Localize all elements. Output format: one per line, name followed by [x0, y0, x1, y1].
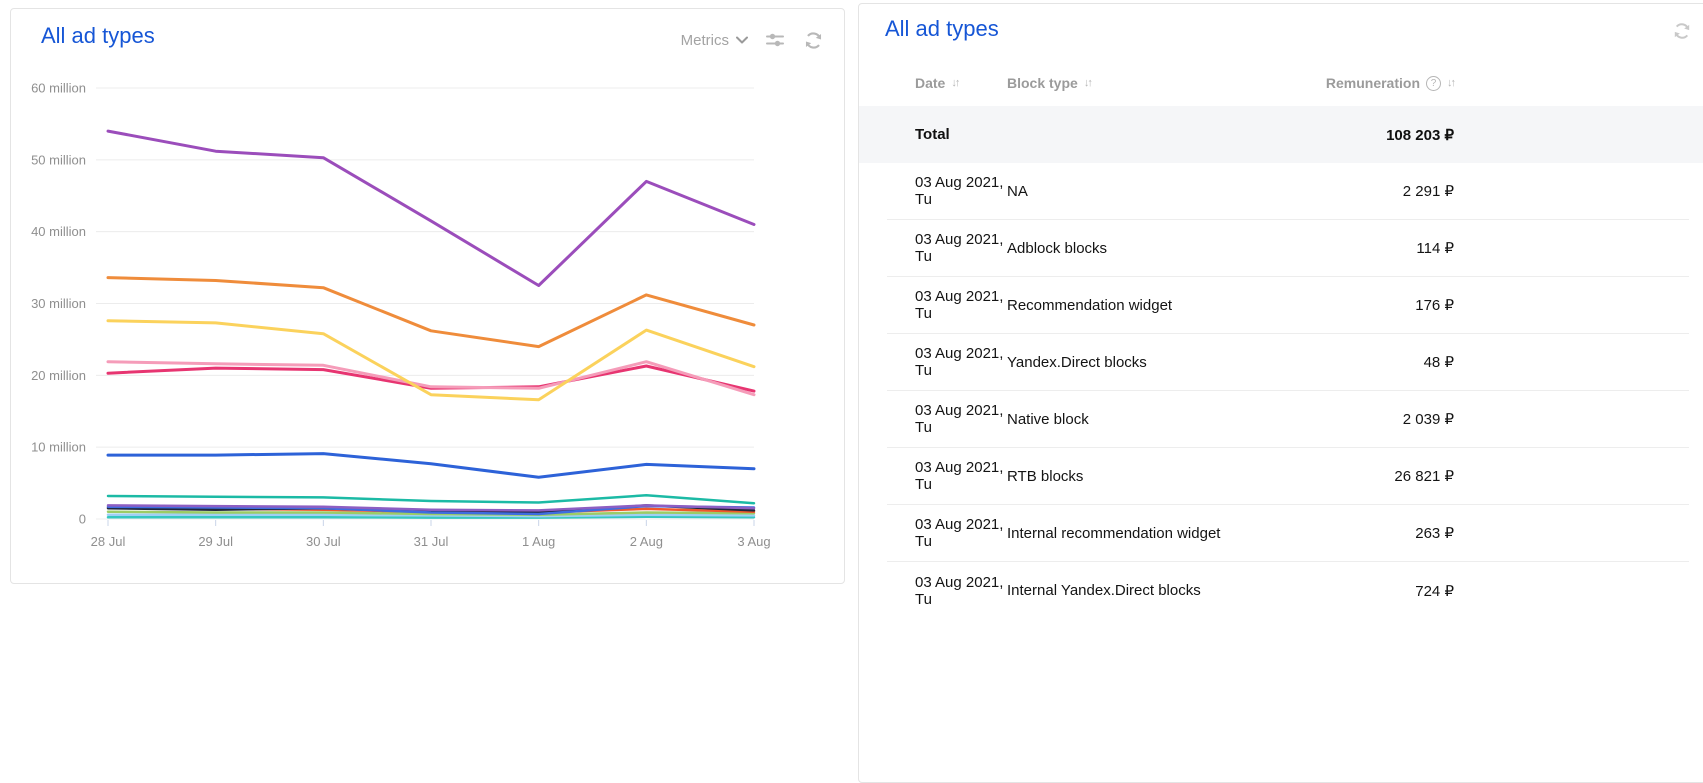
table-row: 03 Aug 2021, TuNA2 291 ₽	[887, 163, 1689, 220]
chart-controls: Metrics	[681, 29, 824, 51]
cell-block-type: Internal Yandex.Direct blocks	[1007, 582, 1294, 599]
y-axis-label: 60 million	[31, 81, 86, 96]
table-row: 03 Aug 2021, TuYandex.Direct blocks48 ₽	[887, 334, 1689, 391]
column-header-block-type-label: Block type	[1007, 75, 1078, 91]
cell-block-type: NA	[1007, 183, 1294, 200]
metrics-dropdown-label: Metrics	[681, 32, 729, 49]
cell-date: 03 Aug 2021, Tu	[915, 516, 1007, 550]
cell-block-type: Recommendation widget	[1007, 297, 1294, 314]
table-row: 03 Aug 2021, TuInternal recommendation w…	[887, 505, 1689, 562]
table-header-row: Date ↓↑ Block type ↓↑ Remuneration ? ↓↑	[887, 68, 1689, 98]
chart-settings-button[interactable]	[764, 29, 786, 51]
cell-remuneration: 176 ₽	[1294, 296, 1454, 314]
metrics-dropdown[interactable]: Metrics	[681, 32, 748, 49]
cell-date: 03 Aug 2021, Tu	[915, 231, 1007, 265]
cell-block-type: Adblock blocks	[1007, 240, 1294, 257]
column-header-remuneration[interactable]: Remuneration ? ↓↑	[1294, 75, 1454, 91]
x-axis-label: 3 Aug	[737, 534, 770, 549]
table-row: 03 Aug 2021, TuNative block2 039 ₽	[887, 391, 1689, 448]
cell-remuneration: 2 291 ₽	[1294, 182, 1454, 200]
y-axis-label: 0	[79, 512, 86, 527]
x-axis-label: 30 Jul	[306, 534, 341, 549]
chart[interactable]: 0 10 million 20 million 30 million 40 millio…	[12, 65, 845, 570]
chart-line-series-purple	[108, 131, 754, 285]
x-axis-label: 2 Aug	[630, 534, 663, 549]
sort-icon: ↓↑	[1084, 77, 1091, 89]
y-axis-label: 30 million	[31, 296, 86, 311]
y-axis-label: 10 million	[31, 440, 86, 455]
column-header-date[interactable]: Date ↓↑	[915, 75, 1007, 91]
y-axis-label: 20 million	[31, 368, 86, 383]
chart-panel-header: All ad types Metrics	[11, 9, 844, 51]
table-panel-header: All ad types	[859, 4, 1703, 42]
table-row: 03 Aug 2021, TuRecommendation widget176 …	[887, 277, 1689, 334]
x-axis-label: 28 Jul	[91, 534, 126, 549]
x-axis-label: 1 Aug	[522, 534, 555, 549]
cell-remuneration: 48 ₽	[1294, 353, 1454, 371]
table-row: 03 Aug 2021, TuAdblock blocks114 ₽	[887, 220, 1689, 277]
help-icon[interactable]: ?	[1426, 76, 1441, 91]
chart-line-series-cyan	[108, 517, 754, 518]
table-panel-title: All ad types	[885, 16, 999, 42]
chart-line-series-teal	[108, 495, 754, 503]
y-axis-label: 40 million	[31, 224, 86, 239]
refresh-icon	[1672, 21, 1692, 41]
column-header-block-type[interactable]: Block type ↓↑	[1007, 75, 1294, 91]
cell-date: 03 Aug 2021, Tu	[915, 459, 1007, 493]
column-header-date-label: Date	[915, 75, 945, 91]
cell-remuneration: 114 ₽	[1294, 239, 1454, 257]
chart-panel-title: All ad types	[41, 23, 155, 49]
table-row: 03 Aug 2021, TuRTB blocks26 821 ₽	[887, 448, 1689, 505]
cell-date: 03 Aug 2021, Tu	[915, 574, 1007, 608]
cell-remuneration: 263 ₽	[1294, 524, 1454, 542]
total-remuneration: 108 203 ₽	[1294, 126, 1454, 144]
refresh-icon	[803, 30, 824, 51]
chart-refresh-button[interactable]	[802, 29, 824, 51]
cell-block-type: RTB blocks	[1007, 468, 1294, 485]
cell-remuneration: 26 821 ₽	[1294, 467, 1454, 485]
cell-date: 03 Aug 2021, Tu	[915, 288, 1007, 322]
x-axis-label: 29 Jul	[198, 534, 233, 549]
cell-remuneration: 724 ₽	[1294, 582, 1454, 600]
total-label: Total	[915, 126, 1294, 143]
chart-panel: All ad types Metrics	[10, 8, 845, 584]
sort-icon: ↓↑	[1447, 77, 1454, 89]
x-axis-label: 31 Jul	[414, 534, 449, 549]
cell-block-type: Native block	[1007, 411, 1294, 428]
column-header-remuneration-label: Remuneration	[1326, 75, 1420, 91]
chevron-down-icon	[736, 36, 748, 44]
table-row: 03 Aug 2021, TuInternal Yandex.Direct bl…	[887, 562, 1689, 619]
table-refresh-button[interactable]	[1671, 20, 1693, 42]
cell-remuneration: 2 039 ₽	[1294, 410, 1454, 428]
chart-line-series-blue	[108, 454, 754, 478]
table-panel: All ad types Date ↓↑	[858, 3, 1703, 783]
sort-icon: ↓↑	[951, 77, 958, 89]
cell-date: 03 Aug 2021, Tu	[915, 345, 1007, 379]
sliders-icon	[764, 29, 786, 51]
cell-date: 03 Aug 2021, Tu	[915, 402, 1007, 436]
table-rows: 03 Aug 2021, TuNA2 291 ₽03 Aug 2021, TuA…	[859, 163, 1703, 619]
table-total-row: Total 108 203 ₽	[859, 106, 1703, 163]
cell-block-type: Internal recommendation widget	[1007, 525, 1294, 542]
chart-line-series-orange	[108, 278, 754, 347]
cell-date: 03 Aug 2021, Tu	[915, 174, 1007, 208]
y-axis-label: 50 million	[31, 152, 86, 167]
cell-block-type: Yandex.Direct blocks	[1007, 354, 1294, 371]
